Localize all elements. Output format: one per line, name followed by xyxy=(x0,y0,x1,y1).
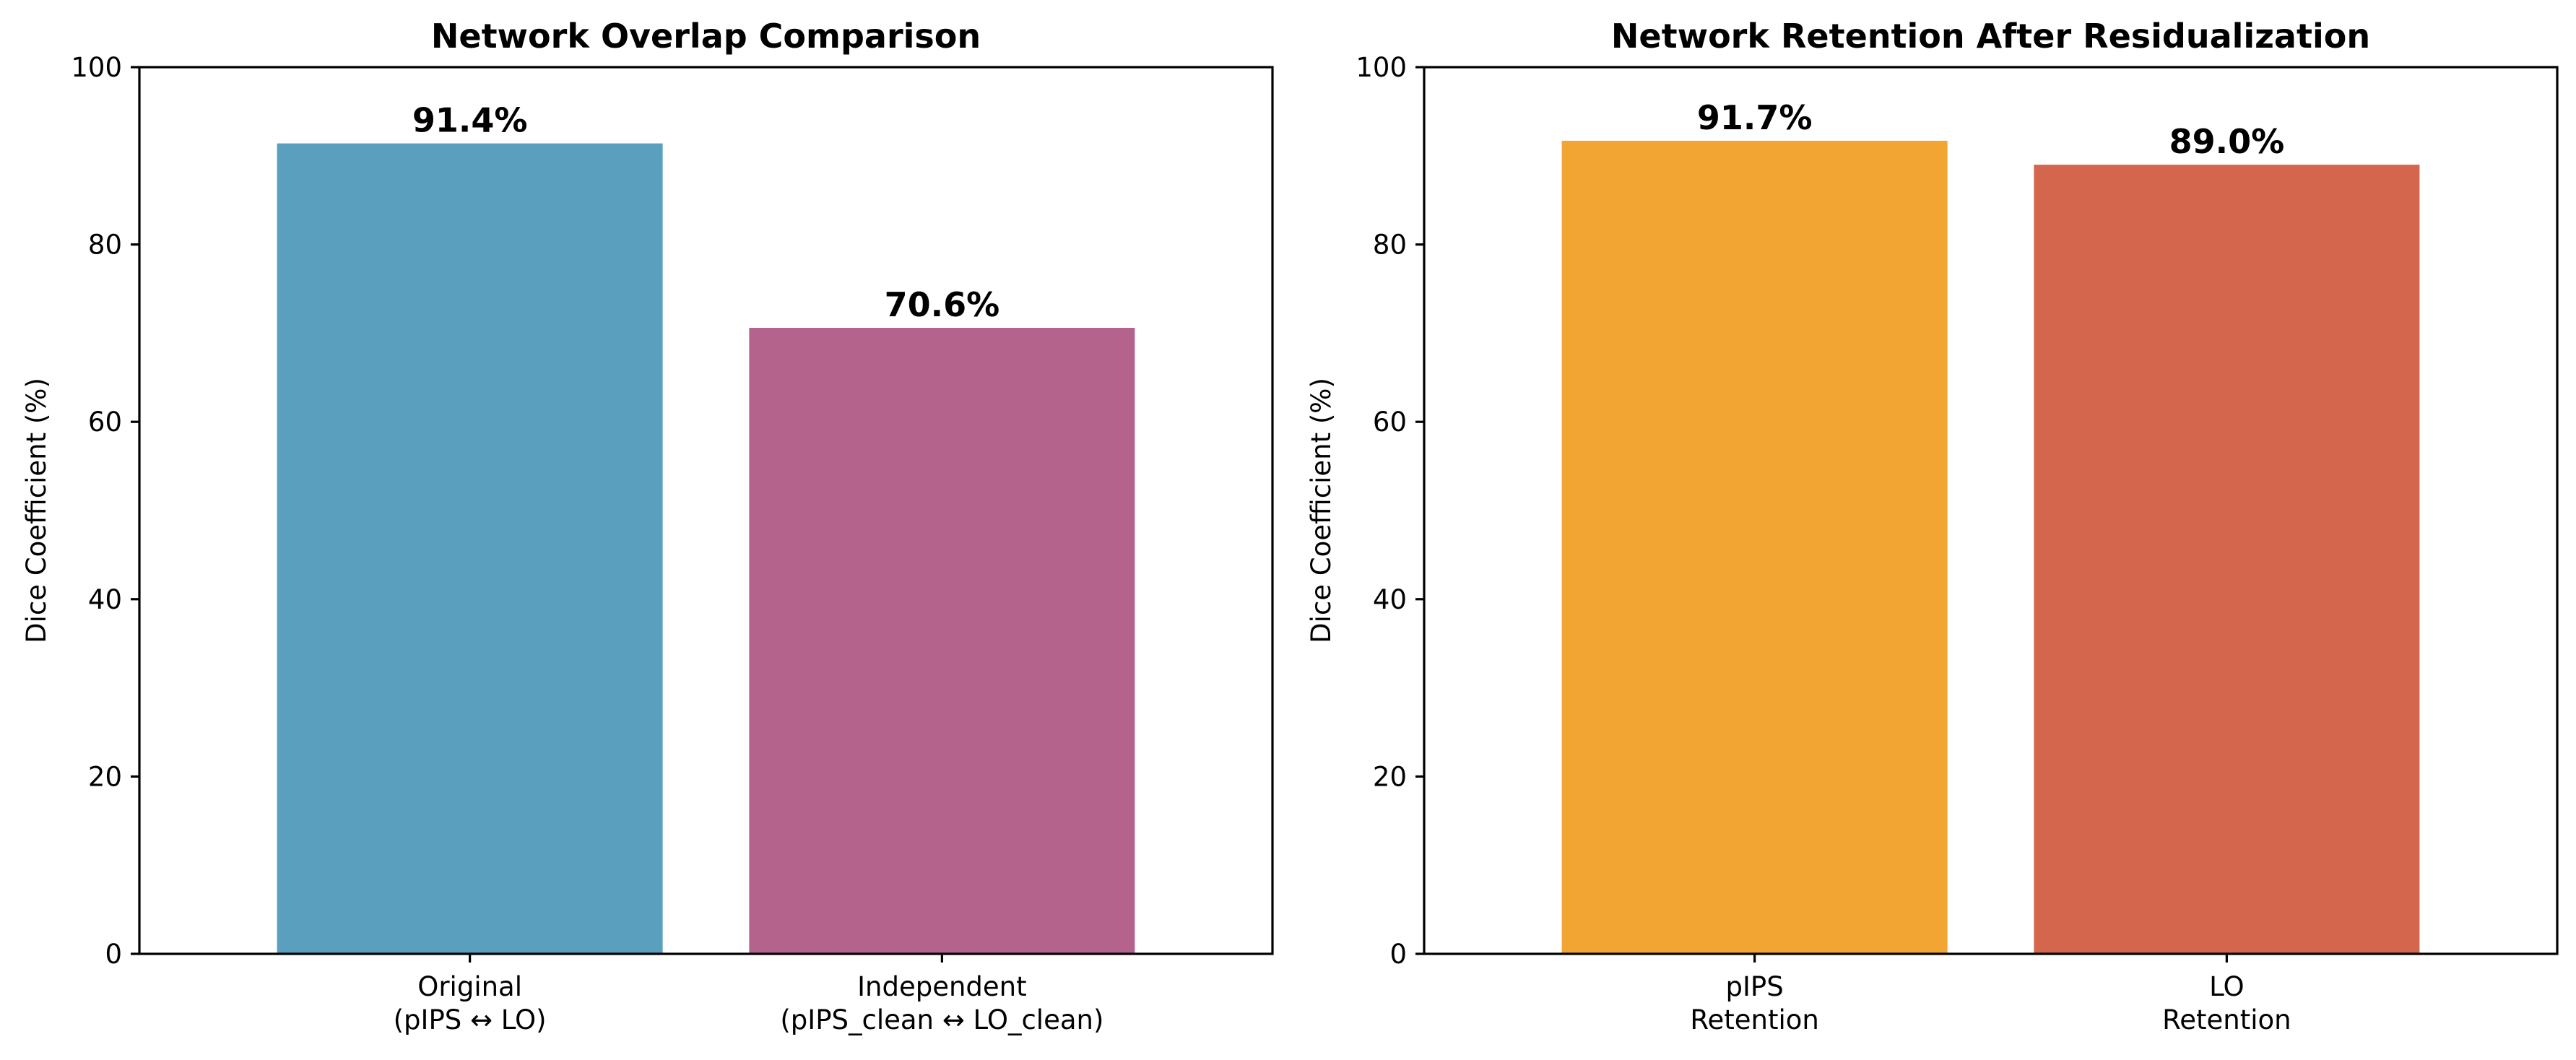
axes-frame xyxy=(1423,66,2559,955)
y-tick-label: 0 xyxy=(1389,939,1407,970)
x-tick-label: LO xyxy=(2209,971,2244,1002)
x-tick-label: pIPS xyxy=(1726,971,1784,1002)
bar-1 xyxy=(277,143,663,954)
y-tick-label: 20 xyxy=(1373,761,1407,792)
chart-panel-2: 91.7%89.0%020406080100pIPSRetentionLORet… xyxy=(1306,17,2559,1035)
y-tick-label: 40 xyxy=(88,584,122,615)
y-tick-label: 80 xyxy=(1373,230,1407,261)
bar-value-label: 91.4% xyxy=(412,101,528,140)
y-axis-label: Dice Coefficient (%) xyxy=(21,378,52,643)
x-tick-label: (pIPS_clean ↔ LO_clean) xyxy=(780,1004,1103,1035)
y-tick-label: 40 xyxy=(1373,584,1407,615)
y-axis-label: Dice Coefficient (%) xyxy=(1306,378,1337,643)
y-tick-label: 0 xyxy=(105,939,122,970)
x-tick-label: (pIPS ↔ LO) xyxy=(394,1004,547,1035)
bar-value-label: 70.6% xyxy=(885,285,1000,324)
x-tick-label: Independent xyxy=(857,971,1027,1002)
bar-value-label: 89.0% xyxy=(2169,122,2285,161)
bar-2 xyxy=(2034,165,2420,955)
bar-value-label: 91.7% xyxy=(1697,98,1813,137)
y-tick-label: 20 xyxy=(88,761,122,792)
x-tick-label: Retention xyxy=(2162,1004,2291,1035)
y-tick-label: 100 xyxy=(1356,52,1407,83)
y-tick-label: 80 xyxy=(88,230,122,261)
bar-1 xyxy=(1561,140,1948,955)
bar-2 xyxy=(749,328,1135,955)
x-tick-label: Original xyxy=(417,971,522,1002)
chart-panel-1: 91.4% 70.6% 0 20 40 60 80 100 Original(pIPS ↔ LO… xyxy=(21,17,1274,1035)
y-tick-label: 60 xyxy=(88,407,122,438)
chart-title: Network Overlap Comparison xyxy=(431,17,981,56)
chart-title: Network Retention After Residualization xyxy=(1611,17,2370,56)
y-tick-label: 100 xyxy=(71,52,122,83)
axes-frame xyxy=(138,66,1274,955)
x-tick-label: Retention xyxy=(1690,1004,1818,1035)
y-tick-label: 60 xyxy=(1373,407,1407,438)
